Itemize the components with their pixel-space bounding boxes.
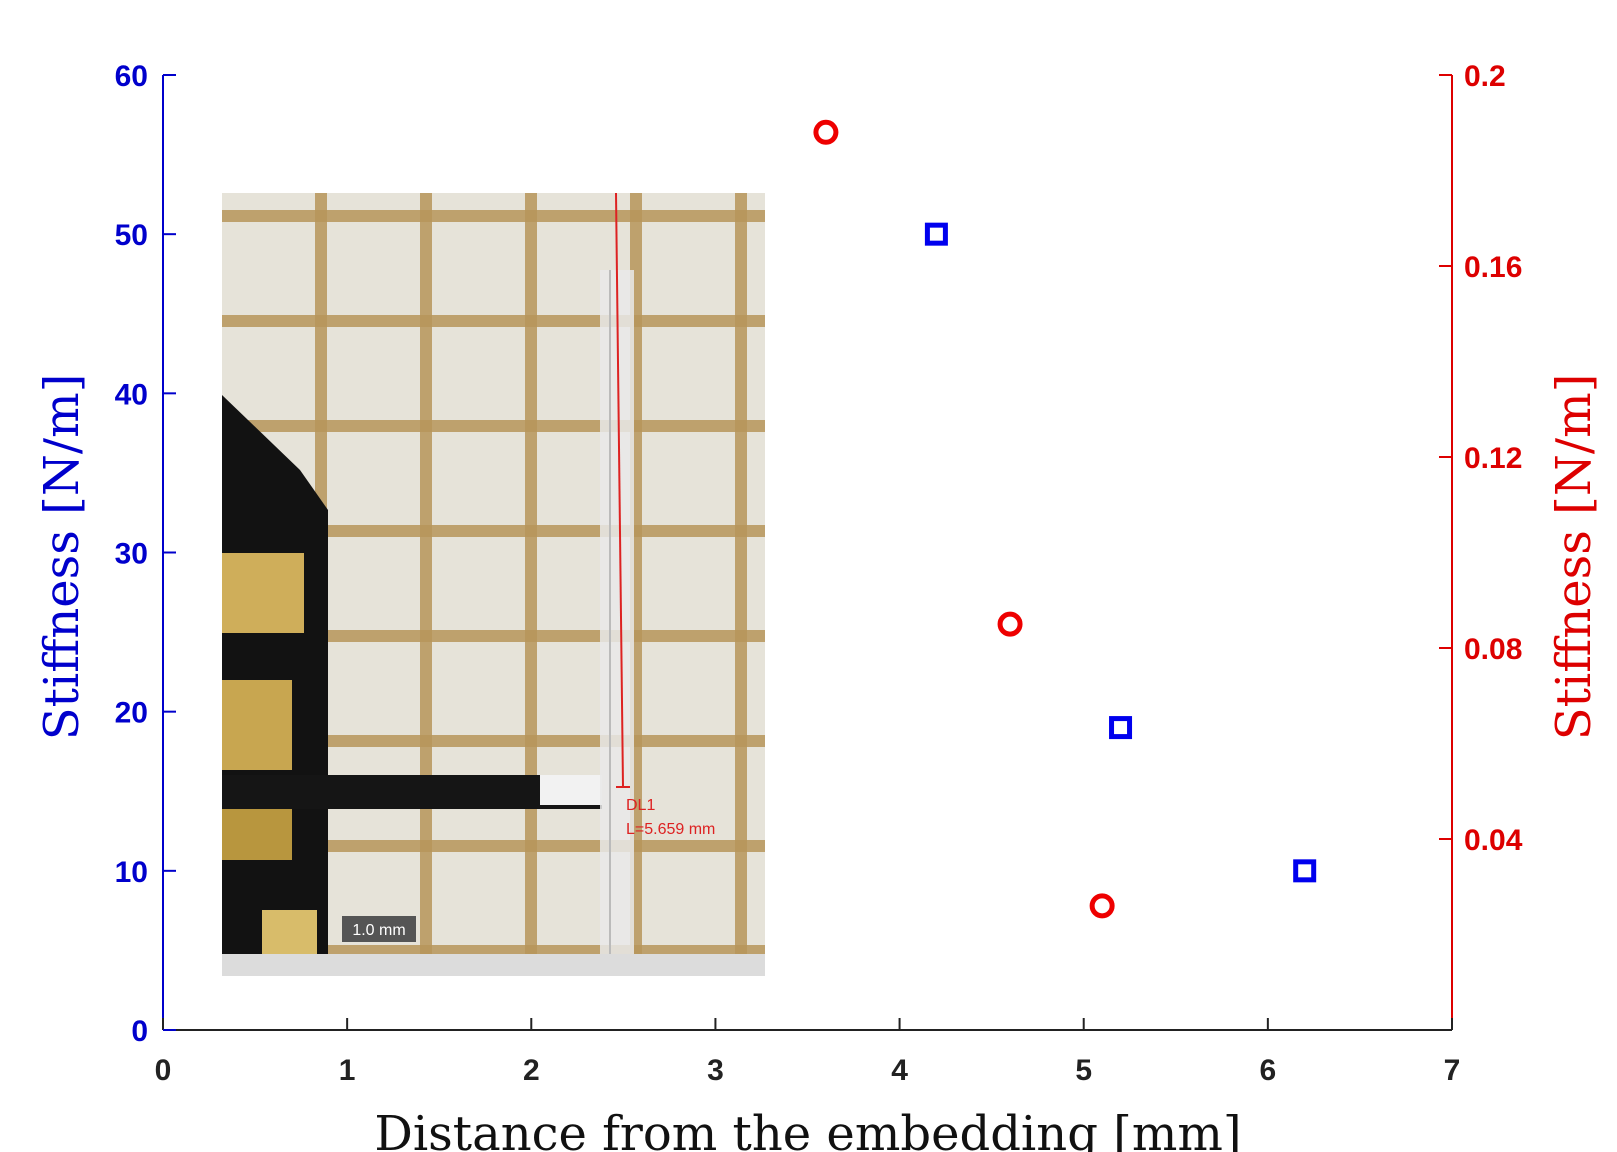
y-left-tick-label: 20 bbox=[115, 697, 148, 730]
y-left-tick-label: 40 bbox=[115, 378, 148, 411]
y-left-tick-label: 60 bbox=[115, 60, 148, 93]
circle-marker bbox=[813, 119, 839, 145]
square-marker bbox=[1293, 859, 1317, 883]
y-left-tick-label: 50 bbox=[115, 219, 148, 252]
square-marker bbox=[924, 222, 948, 246]
inset-photo: DL1 L=5.659 mm 1.0 mm bbox=[222, 192, 765, 976]
y-right-tick-label: 0.12 bbox=[1464, 442, 1522, 475]
y-right-tick-label: 0.16 bbox=[1464, 251, 1522, 284]
measure-value: L=5.659 mm bbox=[626, 821, 715, 838]
measure-line bbox=[615, 192, 624, 788]
y-right-tick-label: 0.2 bbox=[1464, 60, 1506, 93]
x-tick-label: 5 bbox=[1075, 1054, 1092, 1087]
square-marker bbox=[1109, 716, 1133, 740]
x-tick-label: 0 bbox=[155, 1054, 172, 1087]
y-left-tick-label: 0 bbox=[131, 1015, 148, 1048]
circle-marker bbox=[997, 611, 1023, 637]
axes: 0 1 2 3 4 5 6 7 0 10 20 30 40 50 60 0.04 0.08 0.12 0.16 0.2 bbox=[115, 60, 1523, 1087]
x-tick-label: 3 bbox=[707, 1054, 724, 1087]
measure-label: DL1 bbox=[626, 797, 655, 814]
data-marks bbox=[813, 119, 1317, 919]
y-right-tick-label: 0.04 bbox=[1464, 824, 1523, 857]
x-tick-label: 7 bbox=[1444, 1054, 1461, 1087]
circle-marker bbox=[1089, 893, 1115, 919]
y-left-tick-label: 30 bbox=[115, 538, 148, 571]
y-right-tick-label: 0.08 bbox=[1464, 633, 1522, 666]
x-tick-label: 4 bbox=[891, 1054, 908, 1087]
y-left-tick-label: 10 bbox=[115, 856, 148, 889]
scale-bar-label: 1.0 mm bbox=[352, 922, 405, 939]
y-axis-right-title: Stiffness [N/m] bbox=[1546, 374, 1602, 741]
x-tick-label: 6 bbox=[1260, 1054, 1277, 1087]
x-tick-label: 2 bbox=[523, 1054, 540, 1087]
scale-bar bbox=[342, 916, 416, 942]
y-axis-left-title: Stiffness [N/m] bbox=[34, 374, 90, 741]
x-tick-label: 1 bbox=[339, 1054, 356, 1087]
x-axis-title: Distance from the embedding [mm] bbox=[374, 1106, 1241, 1152]
